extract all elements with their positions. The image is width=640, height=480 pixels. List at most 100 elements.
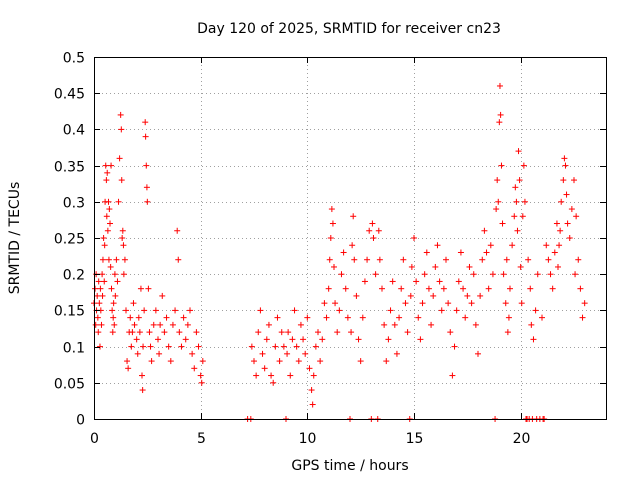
data-point — [116, 155, 123, 162]
data-point — [140, 343, 147, 350]
data-point — [408, 263, 415, 270]
grid-lines — [94, 57, 606, 419]
data-point — [143, 184, 150, 191]
data-point — [99, 292, 106, 299]
data-point — [161, 329, 168, 336]
data-point — [99, 256, 106, 263]
y-tick-label: 0.5 — [63, 51, 85, 67]
data-point — [443, 256, 449, 263]
data-point — [509, 242, 516, 249]
data-point — [117, 111, 124, 118]
x-tick-label: 15 — [406, 431, 424, 447]
data-point — [278, 329, 285, 336]
data-point — [120, 242, 127, 249]
data-point — [396, 314, 403, 321]
data-point — [129, 329, 136, 336]
data-point — [560, 177, 567, 184]
data-point — [528, 321, 535, 328]
data-point — [144, 198, 151, 205]
data-point — [357, 358, 364, 365]
data-point — [178, 343, 185, 350]
data-point — [94, 314, 101, 321]
data-point — [449, 372, 456, 379]
data-point — [505, 314, 512, 321]
data-point — [539, 314, 545, 321]
data-point — [180, 314, 187, 321]
data-point — [95, 329, 102, 336]
data-point — [530, 336, 537, 343]
data-point — [581, 300, 588, 307]
data-point — [445, 300, 452, 307]
data-point — [432, 263, 439, 270]
data-point — [169, 321, 176, 328]
data-point — [328, 206, 335, 213]
data-point — [556, 242, 563, 249]
data-point — [193, 329, 200, 336]
data-point — [393, 350, 400, 357]
data-point — [485, 285, 492, 292]
data-point — [102, 162, 109, 169]
chart-title: Day 120 of 2025, SRMTID for receiver cn2… — [197, 21, 501, 37]
data-point — [549, 285, 556, 292]
data-point — [174, 227, 181, 234]
data-point — [119, 235, 126, 241]
data-point — [108, 162, 115, 169]
data-point — [545, 256, 552, 263]
data-point — [428, 321, 435, 328]
data-point — [499, 220, 506, 227]
data-point — [555, 263, 561, 270]
data-point — [306, 365, 313, 372]
data-point — [366, 227, 373, 234]
data-point — [302, 350, 309, 357]
data-point — [157, 321, 164, 328]
data-point — [507, 285, 513, 292]
data-point — [136, 329, 143, 336]
data-point — [120, 271, 127, 278]
data-point — [387, 307, 394, 314]
data-point — [295, 358, 302, 365]
data-point — [105, 256, 112, 263]
data-point — [119, 227, 126, 234]
data-point — [489, 271, 496, 278]
data-point — [434, 242, 441, 249]
data-point — [199, 358, 206, 365]
data-point — [477, 292, 484, 299]
data-point — [532, 307, 539, 314]
data-point — [110, 314, 117, 321]
data-point — [464, 292, 471, 299]
data-point — [125, 365, 132, 372]
data-point — [111, 271, 118, 278]
data-point — [496, 119, 503, 126]
data-point — [451, 343, 458, 350]
data-point — [107, 263, 114, 270]
data-point — [498, 162, 505, 169]
y-tick-label: 0.35 — [54, 160, 85, 176]
data-point — [172, 307, 179, 314]
data-point — [512, 184, 519, 191]
data-point — [326, 256, 333, 263]
data-point — [145, 285, 152, 292]
data-point — [568, 206, 575, 213]
data-point — [521, 198, 528, 205]
data-point — [355, 336, 362, 343]
data-point — [150, 321, 157, 328]
data-point — [383, 358, 390, 365]
data-point — [462, 314, 469, 321]
data-point — [142, 133, 149, 140]
data-point — [319, 336, 326, 343]
y-tick-label: 0.4 — [63, 123, 85, 139]
data-point — [124, 358, 131, 365]
data-point — [103, 213, 110, 220]
x-tick-label: 0 — [90, 431, 99, 447]
data-point — [466, 263, 473, 270]
data-point — [447, 329, 454, 336]
data-point — [502, 300, 509, 307]
data-point — [287, 372, 294, 379]
data-point — [159, 292, 166, 299]
data-point — [468, 300, 475, 307]
data-point — [520, 162, 527, 169]
data-point — [141, 307, 148, 314]
data-point — [519, 213, 526, 220]
data-point — [577, 285, 584, 292]
data-point — [147, 343, 154, 350]
